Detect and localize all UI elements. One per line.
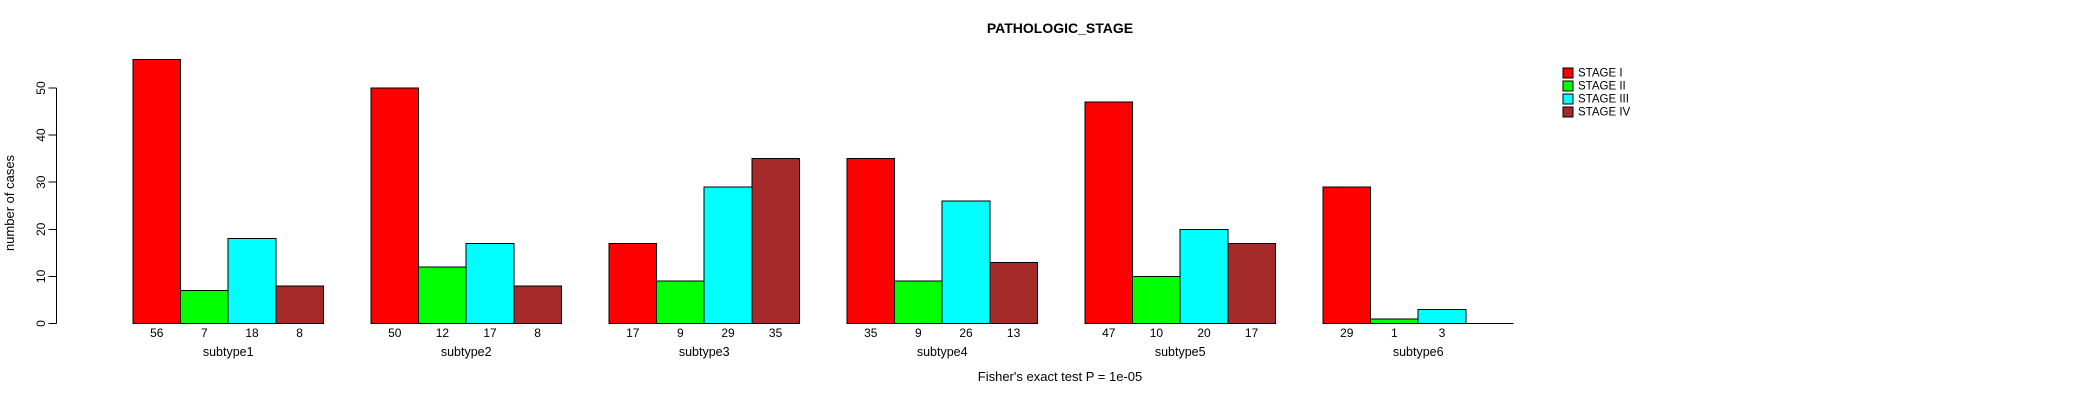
bar-value-label: 10 — [1150, 326, 1164, 340]
y-tick-label: 50 — [34, 81, 48, 95]
category-label-subtype6: subtype6 — [1393, 345, 1444, 359]
bar-subtype2-stage-3 — [465, 242, 515, 324]
bar-value-label: 26 — [959, 326, 973, 340]
legend-swatch-stage-3 — [1562, 93, 1574, 105]
bar-subtype6-stage-1 — [1322, 186, 1372, 324]
bar-subtype5-stage-1 — [1084, 101, 1134, 324]
bar-subtype5-stage-2 — [1132, 275, 1181, 324]
bar-subtype6-stage-2 — [1370, 318, 1419, 325]
bar-value-label: 13 — [1007, 326, 1021, 340]
legend-swatch-stage-2 — [1562, 80, 1574, 92]
bar-subtype3-stage-4 — [751, 158, 800, 324]
bar-subtype4-stage-4 — [989, 261, 1038, 324]
bar-subtype2-stage-2 — [418, 266, 467, 325]
footnote-fisher-test: Fisher's exact test P = 1e-05 — [978, 369, 1142, 384]
bar-value-label: 17 — [1245, 326, 1259, 340]
bar-value-label: 8 — [534, 326, 541, 340]
bar-value-label: 56 — [150, 326, 164, 340]
bar-value-label: 3 — [1439, 326, 1446, 340]
bar-subtype4-stage-1 — [846, 158, 896, 324]
chart-title: PATHOLOGIC_STAGE — [987, 20, 1133, 36]
y-tick-label: 20 — [34, 222, 48, 236]
bar-value-label: 50 — [388, 326, 402, 340]
bar-value-label: 47 — [1102, 326, 1116, 340]
legend-label-stage-1: STAGE I — [1578, 68, 1623, 80]
legend-label-stage-2: STAGE II — [1578, 81, 1626, 93]
bar-subtype5-stage-4 — [1227, 242, 1276, 324]
bar-subtype4-stage-3 — [941, 200, 991, 324]
bar-subtype2-stage-4 — [513, 285, 562, 325]
bar-value-label: 29 — [721, 326, 735, 340]
bar-value-label: 20 — [1197, 326, 1211, 340]
legend-swatch-stage-4 — [1562, 106, 1574, 118]
legend-swatch-stage-1 — [1562, 67, 1574, 79]
legend-label-stage-4: STAGE IV — [1578, 107, 1631, 119]
bar-subtype4-stage-2 — [894, 280, 943, 324]
y-tick-label: 40 — [34, 128, 48, 142]
bar-value-label: 1 — [1391, 326, 1398, 340]
category-label-subtype1: subtype1 — [203, 345, 254, 359]
bar-subtype1-stage-3 — [227, 238, 277, 324]
y-tick-label: 10 — [34, 269, 48, 283]
bar-value-label: 17 — [483, 326, 497, 340]
bar-subtype5-stage-3 — [1179, 228, 1229, 324]
category-label-subtype3: subtype3 — [679, 345, 730, 359]
bar-value-label: 35 — [864, 326, 878, 340]
bar-subtype1-stage-1 — [132, 59, 182, 325]
bar-subtype2-stage-1 — [370, 87, 420, 324]
bar-subtype3-stage-1 — [608, 242, 658, 324]
bar-value-label: 18 — [245, 326, 259, 340]
y-axis-label: number of cases — [2, 154, 17, 251]
bar-value-label: 7 — [201, 326, 208, 340]
bar-subtype1-stage-4 — [275, 285, 324, 325]
bar-value-label: 17 — [626, 326, 640, 340]
bar-value-label: 8 — [296, 326, 303, 340]
chart-plot-area: 0 10 20 30 40 50 56 7 18 8 subtype1 50 12 17 8 subtype2… — [34, 59, 1631, 359]
bar-subtype3-stage-2 — [656, 280, 705, 324]
category-label-subtype5: subtype5 — [1155, 345, 1206, 359]
bar-subtype6-stage-3 — [1417, 308, 1467, 324]
bar-subtype1-stage-2 — [180, 290, 229, 324]
bar-subtype3-stage-3 — [703, 186, 753, 324]
bar-value-label: 12 — [436, 326, 450, 340]
category-label-subtype2: subtype2 — [441, 345, 492, 359]
bar-value-label: 9 — [915, 326, 922, 340]
y-tick-label: 30 — [34, 175, 48, 189]
legend-label-stage-3: STAGE III — [1578, 94, 1629, 106]
bar-value-label: 9 — [677, 326, 684, 340]
y-tick-label: 0 — [34, 320, 48, 327]
bar-value-label: 35 — [769, 326, 783, 340]
category-label-subtype4: subtype4 — [917, 345, 968, 359]
bar-value-label: 29 — [1340, 326, 1354, 340]
